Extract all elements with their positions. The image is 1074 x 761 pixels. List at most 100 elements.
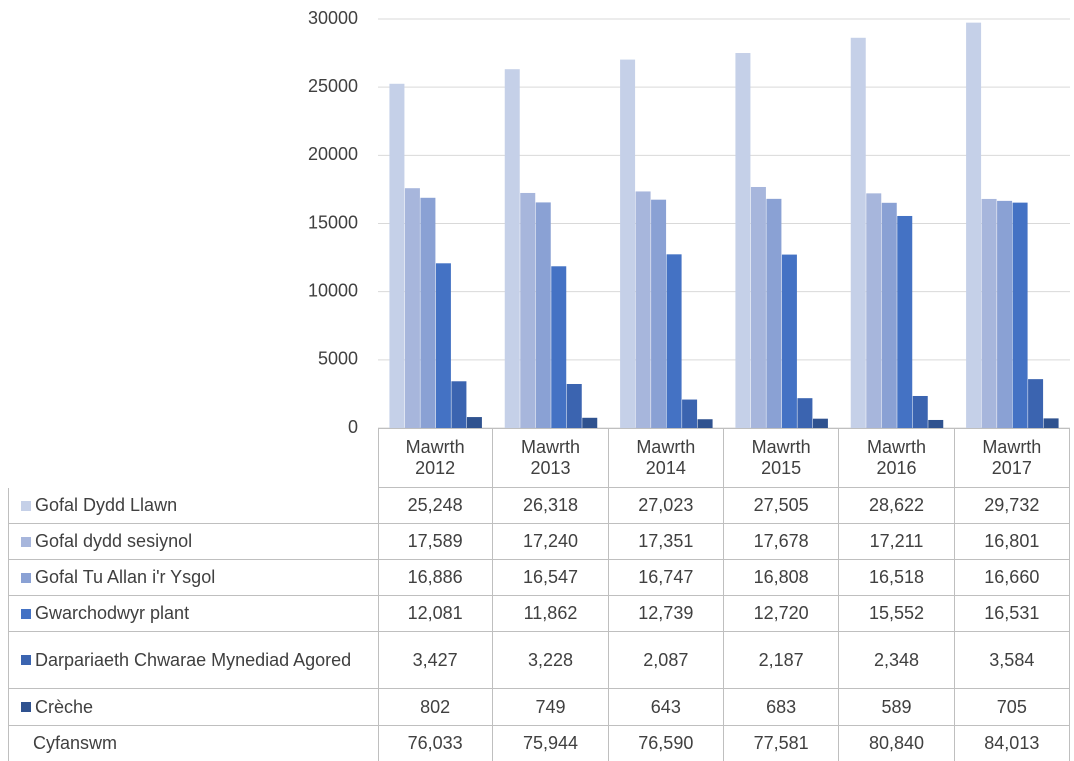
legend-text: Crèche: [35, 696, 94, 717]
data-cell: 17,211: [839, 524, 955, 560]
data-cell: 3,427: [378, 632, 494, 689]
data-cell-text: 2,187: [758, 649, 804, 670]
data-cell-text: 16,660: [984, 567, 1040, 587]
data-cell-text: 17,240: [522, 531, 579, 551]
data-cell-text: 17,589: [407, 531, 463, 551]
bar: [697, 419, 713, 428]
y-tick-label: 0: [348, 417, 358, 437]
y-tick-label: 5000: [318, 349, 358, 369]
data-cell: 17,589: [378, 524, 494, 560]
data-cell-text: 11,862: [523, 603, 578, 623]
data-cell-text: 26,318: [522, 495, 579, 515]
legend-key: [21, 536, 31, 547]
data-cell-text: 75,944: [522, 733, 579, 753]
data-cell: 84,013: [955, 726, 1070, 761]
legend-entry: Gofal Dydd Llawn: [8, 488, 379, 524]
x-tick-label-text: Mawrth 2013: [520, 437, 580, 478]
data-cell-text: 16,886: [407, 567, 463, 587]
data-cell-text: 77,581: [753, 733, 809, 753]
data-cell: 16,886: [378, 560, 494, 596]
data-cell: 3,228: [493, 632, 609, 689]
data-cell: 27,505: [724, 488, 840, 524]
data-cell: 643: [608, 689, 724, 726]
bar: [812, 418, 828, 428]
data-cell: 16,547: [493, 560, 609, 596]
bar: [781, 254, 797, 428]
data-cell-text: 76,033: [407, 733, 463, 753]
legend-entry: Gofal dydd sesiynol: [8, 524, 379, 560]
data-cell: 15,552: [839, 596, 955, 632]
bar: [881, 202, 897, 428]
bar: [1028, 379, 1044, 428]
data-cell-text: 16,747: [638, 567, 694, 587]
data-cell-text: 17,678: [753, 531, 809, 551]
bar: [504, 69, 520, 428]
bar: [1043, 418, 1059, 428]
bar: [966, 22, 982, 428]
data-cell-text: 16,531: [984, 603, 1040, 623]
bar: [981, 198, 997, 428]
bar: [566, 383, 582, 428]
bar: [535, 202, 551, 428]
data-cell-text: 76,590: [638, 733, 694, 753]
data-cell: 76,033: [378, 726, 494, 761]
legend-text: Gofal Tu Allan i'r Ysgol: [35, 567, 216, 587]
x-tick-label-text: Mawrth 2017: [982, 437, 1042, 478]
data-cell-text: 25,248: [407, 495, 463, 515]
legend-key: [21, 608, 31, 619]
data-cell: 17,678: [724, 524, 840, 560]
bar: [1012, 202, 1028, 428]
data-cell: 26,318: [493, 488, 609, 524]
data-cell-text: 29,732: [984, 495, 1040, 515]
x-tick-label: Mawrth 2014: [608, 428, 724, 488]
bar: [666, 254, 682, 428]
bar: [466, 417, 482, 428]
data-cell-text: 802: [420, 696, 451, 717]
y-tick-label: 20000: [308, 144, 358, 164]
bar: [850, 37, 866, 428]
x-tick-label-text: Mawrth 2015: [751, 437, 811, 478]
bar: [997, 200, 1013, 428]
data-cell: 77,581: [724, 726, 840, 761]
bar: [866, 193, 882, 428]
data-cell-text: 17,211: [869, 531, 924, 551]
data-cell: 28,622: [839, 488, 955, 524]
data-cell-text: 643: [650, 696, 681, 717]
bar: [651, 199, 667, 428]
data-cell: 75,944: [493, 726, 609, 761]
data-cell-text: 16,808: [753, 567, 809, 587]
bar: [635, 191, 651, 428]
data-cell-text: 2,087: [643, 649, 689, 670]
legend-key: [21, 702, 31, 712]
data-cell: 802: [378, 689, 494, 726]
data-cell-text: 28,622: [868, 495, 925, 515]
data-cell-text: 27,023: [638, 495, 694, 515]
bar: [928, 419, 944, 428]
bar: [451, 381, 467, 428]
x-tick-label: Mawrth 2017: [954, 428, 1070, 488]
bar: [766, 198, 782, 428]
data-cell-text: 16,801: [984, 531, 1040, 551]
data-cell: 16,801: [954, 524, 1070, 560]
x-tick-label-text: Mawrth 2012: [405, 437, 465, 478]
data-cell-text: 749: [535, 696, 566, 717]
bar: [582, 417, 598, 428]
y-tick-label: 25000: [308, 76, 358, 96]
x-tick-label: Mawrth 2012: [378, 428, 494, 488]
bar: [620, 59, 636, 429]
bar: [389, 83, 405, 429]
data-cell: 12,081: [378, 596, 494, 632]
data-cell-text: 84,013: [984, 733, 1040, 753]
bar: [435, 263, 451, 428]
legend-text: Gwarchodwyr plant: [35, 603, 190, 623]
legend-entry: Darpariaeth Chwarae Mynediad Agored: [8, 632, 379, 689]
data-cell-text: 16,547: [522, 567, 579, 587]
data-cell-text: 589: [881, 696, 912, 717]
data-cell: 12,720: [724, 596, 840, 632]
data-cell: 683: [724, 689, 840, 726]
data-cell: 2,187: [724, 632, 840, 689]
legend-text: Gofal Dydd Llawn: [35, 495, 178, 515]
legend-key: [21, 572, 31, 583]
